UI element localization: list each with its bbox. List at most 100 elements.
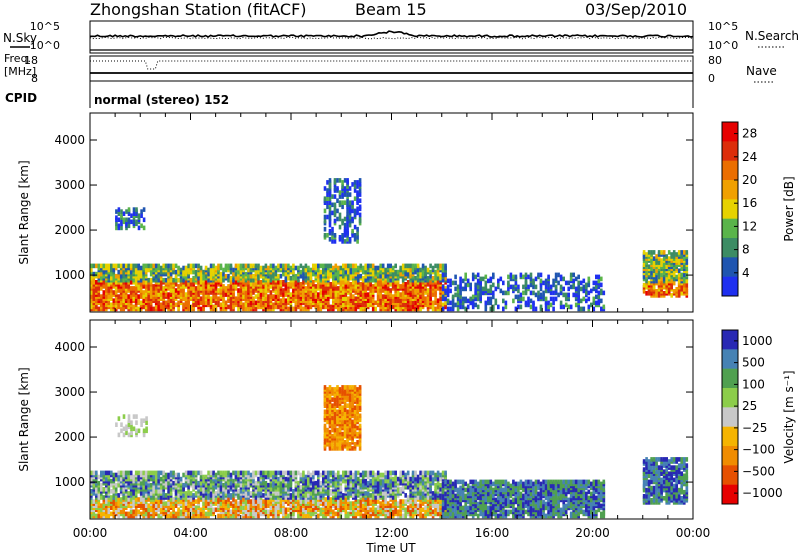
velocity-cell [199, 507, 203, 513]
power-cell [376, 280, 380, 285]
velocity-cell [242, 482, 245, 488]
velocity-cell [214, 472, 218, 478]
velocity-cell [177, 507, 180, 513]
velocity-cell [147, 470, 150, 476]
power-cell [366, 263, 370, 269]
velocity-cell [209, 491, 213, 496]
velocity-cell [132, 509, 135, 515]
power-cell [147, 263, 150, 269]
power-cell [394, 263, 397, 269]
power-cell [269, 263, 273, 269]
power-cell [137, 306, 140, 312]
power-cell [328, 200, 332, 205]
velocity-cell [129, 484, 133, 490]
velocity-cell [177, 472, 180, 478]
power-cell [222, 296, 225, 301]
velocity-cell [177, 493, 180, 498]
velocity-cell [312, 470, 315, 476]
power-cell [224, 273, 228, 279]
velocity-cell [152, 503, 155, 508]
velocity-cell [332, 509, 335, 515]
power-cell [119, 300, 123, 306]
power-cell [434, 290, 437, 295]
power-cell [279, 280, 283, 285]
power-cell [289, 265, 293, 271]
velocity-cell [329, 478, 333, 484]
power-cell [224, 286, 228, 291]
power-cell [182, 288, 185, 293]
power-cell [404, 263, 407, 269]
power-heatmap-cells [90, 178, 689, 312]
power-cell [229, 263, 233, 269]
power-cell [374, 306, 377, 312]
power-cell [177, 300, 180, 306]
power-cell [204, 300, 208, 306]
power-cell [469, 300, 472, 306]
power-cell [164, 277, 168, 283]
velocity-cell [102, 487, 106, 492]
velocity-cell [169, 487, 173, 492]
power-cell [247, 280, 250, 285]
velocity-cell [157, 503, 160, 508]
velocity-cell [102, 511, 106, 517]
power-cell [353, 224, 357, 230]
power-cell [333, 239, 337, 244]
velocity-cell [124, 511, 128, 517]
power-cell [660, 262, 663, 267]
velocity-cell [112, 489, 116, 494]
power-cell [429, 280, 432, 285]
power-cell [361, 275, 365, 281]
power-cell [416, 288, 420, 293]
velocity-cell [314, 489, 318, 494]
power-cell [336, 178, 339, 183]
power-cell [429, 273, 432, 279]
power-cell [264, 263, 268, 269]
power-cell [227, 304, 230, 310]
power-cell [497, 304, 500, 310]
power-cell [227, 263, 230, 269]
power-cell [401, 284, 405, 289]
velocity-cell [114, 487, 118, 492]
power-cell [479, 292, 482, 298]
power-cell [105, 288, 108, 293]
power-cell [167, 263, 170, 269]
power-cell [287, 282, 290, 287]
velocity-cell [97, 474, 101, 480]
velocity-cell [207, 501, 210, 506]
power-cell [461, 300, 465, 306]
power-cell [346, 202, 349, 208]
power-cell [339, 275, 343, 281]
power-cell [514, 286, 518, 292]
velocity-cell [182, 507, 185, 513]
power-cell [662, 270, 666, 276]
power-cell [399, 271, 402, 277]
velocity-cell [147, 497, 150, 502]
power-cell [237, 288, 240, 293]
velocity-cell [302, 499, 305, 504]
velocity-cell [309, 511, 313, 517]
power-cell [670, 252, 673, 257]
power-cell [314, 263, 318, 269]
power-cell [522, 296, 525, 302]
velocity-cell [277, 470, 280, 476]
velocity-cell [327, 509, 330, 515]
power-cell [100, 298, 103, 303]
power-cell [328, 237, 332, 242]
power-cell [371, 275, 375, 281]
power-cell [239, 300, 243, 306]
power-cell [524, 278, 528, 284]
y-tick-label: 1000 [54, 268, 85, 282]
power-cell [326, 188, 329, 193]
power-cell [597, 278, 601, 284]
velocity-cell [327, 470, 330, 476]
power-cell [132, 219, 136, 225]
velocity-cell [269, 487, 273, 492]
power-cell [479, 296, 482, 302]
power-cell [592, 300, 596, 306]
velocity-cell [302, 476, 305, 482]
power-cell [112, 298, 116, 303]
power-cell [446, 298, 450, 304]
power-cell [239, 288, 243, 293]
power-cell [356, 206, 359, 212]
